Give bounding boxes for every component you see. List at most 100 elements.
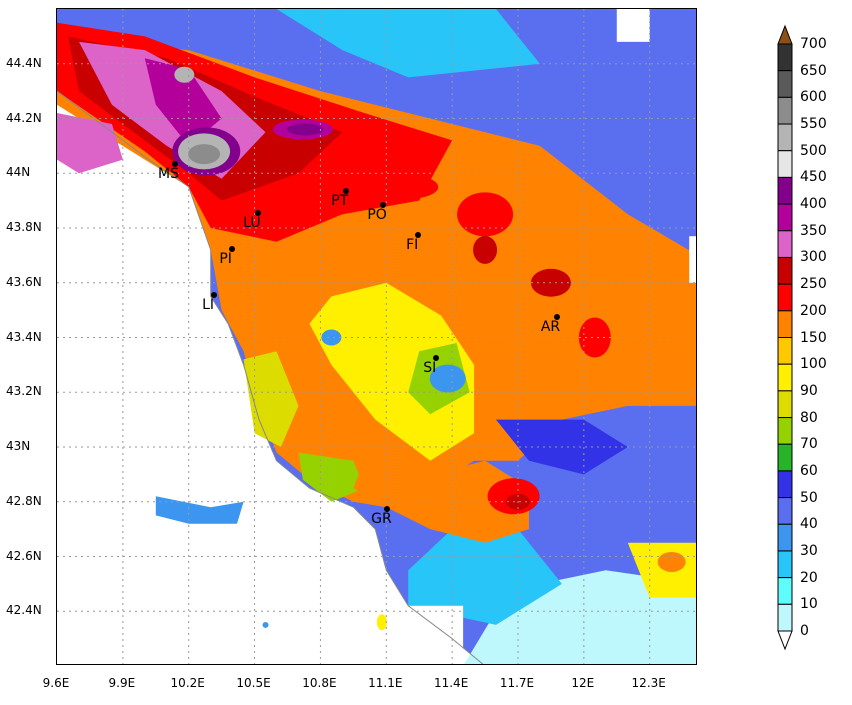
zone-blue-siena (429, 364, 466, 393)
colorbar-label: 70 (800, 436, 818, 453)
city-label: LI (202, 297, 215, 314)
colorbar-legend: 0 10 20 30 40 50 60 70 80 90 100 150 200 250 300 350 400… (770, 16, 852, 666)
lat-tick-label: 42.4N (6, 603, 42, 618)
colorbar-swatch (777, 337, 793, 365)
zone-darkgrey-apuan (188, 144, 221, 165)
zone-grey-north (174, 66, 195, 83)
colorbar-label: 20 (800, 569, 818, 586)
colorbar-label: 600 (800, 89, 827, 106)
lon-tick-label: 10.8E (302, 676, 337, 690)
colorbar-swatch (777, 43, 793, 72)
colorbar-label: 200 (800, 302, 827, 319)
colorbar-label: 40 (800, 516, 818, 533)
zone-yellow-center (309, 282, 475, 461)
precipitation-map (56, 8, 697, 665)
map-canvas (57, 9, 696, 664)
colorbar-swatch (777, 230, 793, 258)
city-label: PO (367, 207, 387, 224)
colorbar-swatch (777, 390, 793, 419)
colorbar-label: 400 (800, 196, 827, 213)
zone-lightblue (408, 529, 562, 625)
colorbar-label: 300 (800, 249, 827, 266)
colorbar-swatch (777, 256, 793, 285)
colorbar-label: 650 (800, 62, 827, 79)
colorbar-arrow-top (777, 24, 793, 45)
colorbar-label: 100 (800, 356, 827, 373)
colorbar-swatch (777, 603, 793, 632)
colorbar-swatch (777, 70, 793, 98)
zone-purple-mugello (287, 123, 324, 136)
colorbar-label: 90 (800, 382, 818, 399)
city-dot (380, 202, 387, 209)
lon-tick-label: 12.3E (631, 676, 666, 690)
colorbar-swatch (777, 550, 793, 579)
lat-tick-label: 42.6N (6, 548, 42, 563)
city-dot (228, 245, 235, 252)
colorbar-label: 60 (800, 462, 818, 479)
colorbar-label: 10 (800, 596, 818, 613)
colorbar-label: 700 (800, 36, 827, 52)
zone-lightblue-north (276, 9, 540, 78)
zone-red-arezzo-east (578, 317, 611, 358)
colorbar-swatch (777, 203, 793, 232)
lat-tick-label: 42.8N (6, 493, 42, 508)
colorbar-swatch (777, 176, 793, 205)
colorbar-swatch (777, 310, 793, 338)
colorbar-swatches (777, 24, 793, 651)
city-dot (211, 292, 218, 299)
island-giannutri (376, 614, 387, 631)
city-label: FI (406, 237, 419, 254)
zone-blue-west (321, 329, 342, 346)
lon-tick-label: 12E (571, 676, 595, 690)
lat-tick-label: 44N (6, 165, 31, 180)
city-dot (171, 161, 178, 168)
colorbar-swatch (777, 443, 793, 472)
colorbar-label: 550 (800, 116, 827, 133)
lon-tick-label: 10.2E (170, 676, 205, 690)
colorbar-swatch (777, 577, 793, 605)
city-label: MS (158, 166, 180, 183)
zone-yellow-coast (243, 351, 299, 447)
city-dot (342, 188, 349, 195)
zone-magenta-band (144, 58, 222, 146)
city-dot (553, 314, 560, 321)
colorbar-label: 50 (800, 489, 818, 506)
lat-tick-label: 43.4N (6, 329, 42, 344)
zone-orange-se (657, 551, 686, 572)
city-label: AR (540, 319, 561, 336)
lon-tick-label: 9.9E (108, 676, 136, 690)
island-capraia (106, 426, 117, 441)
colorbar-label: 450 (800, 169, 827, 186)
colorbar-label: 250 (800, 276, 827, 293)
nodata-east (689, 236, 696, 283)
colorbar-label: 500 (800, 142, 827, 159)
lon-tick-label: 11.1E (368, 676, 403, 690)
lat-tick-label: 43.6N (6, 274, 42, 289)
nodata-north (616, 9, 650, 42)
lon-tick-label: 9.6E (42, 676, 70, 690)
colorbar-swatch (777, 363, 793, 392)
colorbar-label: 30 (800, 542, 818, 559)
lat-tick-label: 44.4N (6, 55, 42, 70)
colorbar-swatch (777, 417, 793, 445)
lon-tick-label: 11.7E (499, 676, 535, 690)
colorbar-swatch (777, 123, 793, 152)
colorbar-swatch (777, 150, 793, 178)
city-label: PT (331, 193, 349, 210)
zone-darkred-east (473, 235, 498, 264)
colorbar-swatch (777, 497, 793, 525)
colorbar-label: 0 (800, 623, 809, 639)
zone-green-coast (298, 452, 365, 502)
lat-tick-label: 43.2N (6, 384, 42, 399)
lat-tick-label: 44.2N (6, 110, 42, 125)
city-dot (415, 232, 422, 239)
zone-red-mugello-east (457, 192, 514, 237)
colorbar-arrow-bottom (777, 630, 793, 651)
colorbar-label: 80 (800, 409, 818, 426)
zone-red-prato (378, 174, 439, 199)
lon-tick-label: 10.5E (236, 676, 271, 690)
island-elba (155, 496, 244, 524)
colorbar-label: 350 (800, 222, 827, 239)
colorbar-label: 150 (800, 329, 827, 346)
lon-tick-label: 11.4E (433, 676, 469, 690)
